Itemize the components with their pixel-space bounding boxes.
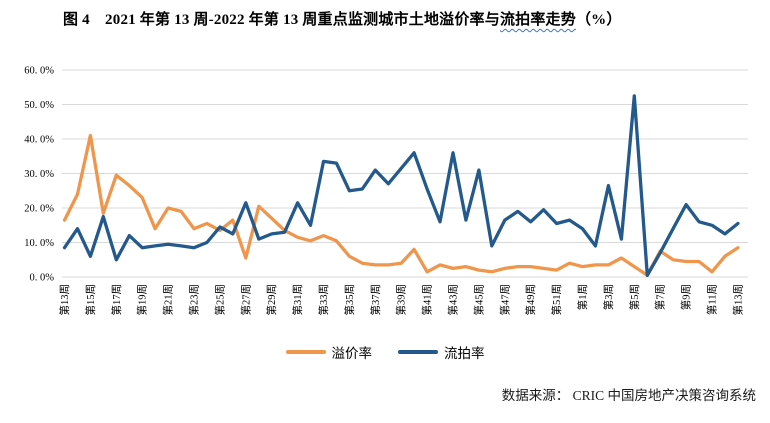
figure-title: 图 4 2021 年第 13 周-2022 年第 13 周重点监测城市土地溢价率… <box>63 8 622 29</box>
y-axis-tick-label: 20. 0% <box>24 204 54 215</box>
y-axis-tick-label: 10. 0% <box>24 238 54 249</box>
x-axis-tick-label: 第41周 <box>421 284 434 316</box>
x-axis-tick-label: 第13周 <box>58 284 71 316</box>
y-axis-tick-label: 50. 0% <box>24 100 54 111</box>
x-axis-tick-label: 第33周 <box>317 284 330 316</box>
x-axis-tick-label: 第11周 <box>706 284 719 315</box>
y-axis-tick-label: 0. 0% <box>30 273 55 284</box>
x-axis-tick-label: 第1周 <box>576 284 589 310</box>
x-axis-tick-label: 第39周 <box>395 284 408 316</box>
y-axis-tick-label: 60. 0% <box>24 66 54 77</box>
x-axis-tick-label: 第37周 <box>369 284 382 316</box>
premium-rate-line-swatch <box>285 350 326 354</box>
chart-legend: 溢价率 流拍率 <box>0 342 770 362</box>
x-axis-tick-label: 第21周 <box>162 284 175 316</box>
y-axis-tick-label: 40. 0% <box>24 135 54 146</box>
y-axis-tick-label: 30. 0% <box>24 169 54 180</box>
legend-item-auction-failure-rate: 流拍率 <box>398 342 485 362</box>
series-line-failure <box>62 94 740 277</box>
data-source-note: 数据来源： CRIC 中国房地产决策咨询系统 <box>501 388 756 403</box>
figure-title-suffix: （%） <box>575 12 622 28</box>
x-axis-tick-label: 第17周 <box>110 284 123 316</box>
x-axis-tick-label: 第7周 <box>654 284 667 310</box>
failure-rate-legend-label: 流拍率 <box>444 346 485 361</box>
x-axis-tick-label: 第47周 <box>498 284 511 316</box>
x-axis-tick-label: 第49周 <box>524 284 537 316</box>
x-axis-tick-label: 第35周 <box>343 284 356 316</box>
premium-rate-legend-label: 溢价率 <box>331 346 373 361</box>
x-axis-tick-label: 第3周 <box>602 284 615 310</box>
x-axis-tick-label: 第23周 <box>188 284 201 316</box>
x-axis-tick-label: 第15周 <box>84 284 97 316</box>
x-axis-tick-label: 第25周 <box>213 284 226 316</box>
x-axis-tick-label: 第13周 <box>731 284 744 316</box>
line-chart-canvas: 0. 0% 10. 0% 20. 0% 30. 0% 40. 0% 50. 0% 60. 0… <box>24 66 748 316</box>
x-axis-tick-label: 第27周 <box>239 284 252 316</box>
x-axis-tick-label: 第19周 <box>136 284 149 316</box>
x-axis-tick-label: 第5周 <box>628 284 641 310</box>
x-axis-tick-label: 第9周 <box>680 284 693 310</box>
figure-title-prefix: 图 4 2021 年第 13 周-2022 年第 13 周重点监测城市土地溢价率… <box>63 12 500 28</box>
x-axis-tick-label: 第43周 <box>447 284 460 316</box>
legend-item-premium-rate: 溢价率 <box>285 342 373 362</box>
x-axis-tick-label: 第51周 <box>550 284 563 316</box>
series-line-premium <box>62 133 740 277</box>
x-axis-tick-label: 第29周 <box>265 284 278 316</box>
failure-rate-line-swatch <box>398 350 438 354</box>
figure-title-wavy-underlined-text: 流拍率走势 <box>499 12 576 28</box>
x-axis-tick-label: 第31周 <box>291 284 304 316</box>
x-axis-tick-label: 第45周 <box>472 284 485 316</box>
